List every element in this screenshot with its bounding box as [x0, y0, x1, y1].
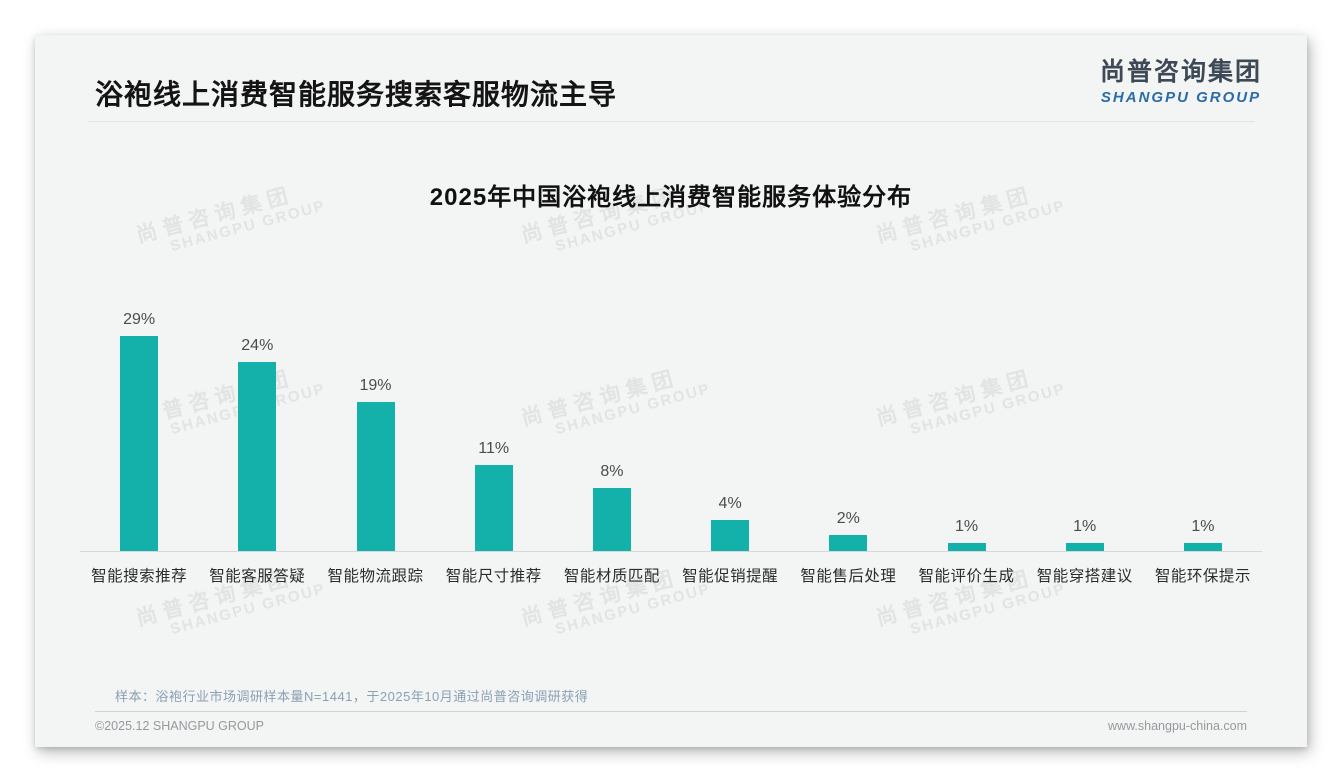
bar-chart: 29% 24% 19% 11% 8% 4% 2% 1% 1% 1% 智能搜索推荐 智能客服答疑 智能物… [80, 35, 1262, 747]
category-label: 智能穿搭建议 [1036, 568, 1133, 585]
bar-value-label: 24% [241, 337, 274, 354]
bar-value-label: 2% [836, 510, 860, 527]
footer: ©2025.12 SHANGPU GROUP www.shangpu-china… [95, 719, 1247, 733]
bar-column: 4% [671, 311, 789, 551]
bar-column: 29% [80, 311, 198, 551]
category-label: 智能促销提醒 [682, 568, 779, 585]
category-label: 智能材质匹配 [563, 568, 660, 585]
bar-column: 8% [553, 311, 671, 551]
bars-area: 29% 24% 19% 11% 8% 4% 2% 1% 1% 1% [80, 311, 1262, 551]
bar-column: 19% [316, 311, 434, 551]
page-title: 浴袍线上消费智能服务搜索客服物流主导 [95, 79, 618, 110]
copyright: ©2025.12 SHANGPU GROUP [95, 719, 264, 733]
bar-column: 24% [198, 311, 316, 551]
bar [474, 465, 513, 551]
bar [592, 488, 631, 551]
bar-value-label: 19% [359, 377, 392, 394]
category-label: 智能环保提示 [1154, 568, 1251, 585]
category-label: 智能售后处理 [800, 568, 897, 585]
category-label: 智能客服答疑 [209, 568, 306, 585]
sample-note: 样本：浴袍行业市场调研样本量N=1441，于2025年10月通过尚普咨询调研获得 [115, 689, 589, 704]
x-axis-line [80, 551, 1262, 552]
bar-value-label: 1% [1073, 518, 1097, 535]
title-divider [88, 121, 1255, 122]
bar [711, 520, 750, 551]
category-label: 智能物流跟踪 [327, 568, 424, 585]
bar-column: 1% [1026, 311, 1144, 551]
category-label: 智能尺寸推荐 [445, 568, 542, 585]
logo: 尚普咨询集团 SHANGPU GROUP [1075, 52, 1287, 106]
slide-card: 浴袍线上消费智能服务搜索客服物流主导 尚普咨询集团 SHANGPU GROUP … [35, 35, 1307, 747]
category-labels-row: 智能搜索推荐 智能客服答疑 智能物流跟踪 智能尺寸推荐 智能材质匹配 智能促销提醒 智能售后… [80, 564, 1262, 586]
bar-column: 1% [1144, 311, 1262, 551]
bar [120, 336, 159, 551]
website-url: www.shangpu-china.com [1108, 719, 1247, 733]
bar [947, 543, 986, 551]
bar [1065, 543, 1104, 551]
logo-text-cn: 尚普咨询集团 [1099, 58, 1262, 86]
bar [1183, 543, 1222, 551]
chart-title: 2025年中国浴袍线上消费智能服务体验分布 [429, 184, 913, 211]
bar [356, 402, 395, 551]
logo-text-en: SHANGPU GROUP [1100, 89, 1262, 106]
bar-value-label: 11% [478, 440, 510, 457]
bar [238, 362, 277, 551]
category-label: 智能评价生成 [918, 568, 1015, 585]
bar [829, 535, 868, 551]
category-label: 智能搜索推荐 [91, 568, 188, 585]
bar-value-label: 4% [718, 495, 742, 512]
bar-column: 2% [789, 311, 907, 551]
footer-divider [95, 711, 1247, 712]
bar-column: 11% [435, 311, 553, 551]
bar-value-label: 8% [600, 463, 624, 480]
bar-value-label: 29% [123, 311, 156, 328]
bar-column: 1% [907, 311, 1025, 551]
bar-value-label: 1% [1191, 518, 1215, 535]
bar-value-label: 1% [954, 518, 979, 535]
